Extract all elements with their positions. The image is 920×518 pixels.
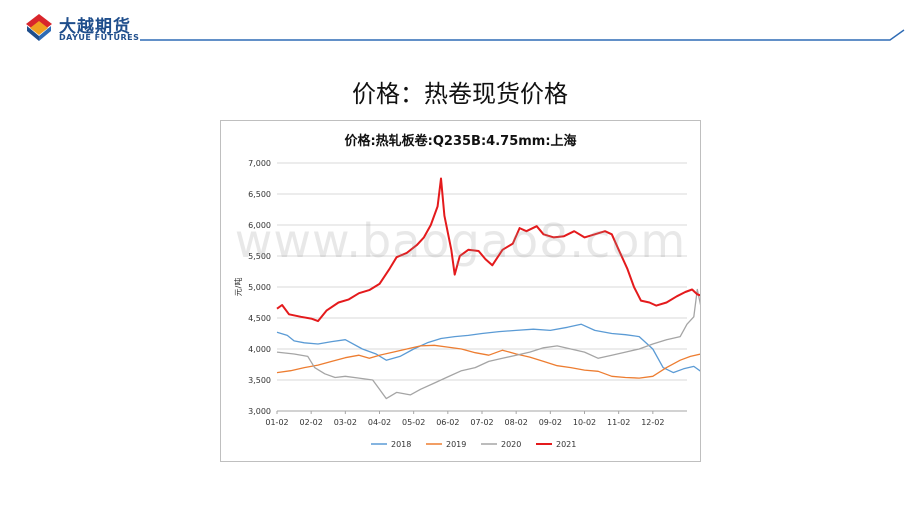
y-tick-label: 6,500 xyxy=(248,190,271,199)
x-tick-label: 08-02 xyxy=(505,418,528,427)
y-tick-label: 7,000 xyxy=(248,159,271,168)
legend-label-2020: 2020 xyxy=(501,440,521,449)
series-line-2021 xyxy=(276,177,705,323)
x-tick-label: 12-02 xyxy=(641,418,664,427)
x-tick-label: 06-02 xyxy=(436,418,459,427)
dayue-logo-icon xyxy=(26,14,52,41)
brand-logo: 大越期货 DAYUE FUTURES xyxy=(24,12,144,46)
x-tick-label: 04-02 xyxy=(368,418,391,427)
y-axis-label: 元/吨 xyxy=(233,278,243,297)
x-tick-label: 01-02 xyxy=(265,418,288,427)
chart-frame: 价格:热轧板卷:Q235B:4.75mm:上海 3,000 3,500 4,000 4,… xyxy=(220,120,705,462)
header-rule xyxy=(140,29,905,41)
brand-name-en: DAYUE FUTURES xyxy=(59,33,140,42)
x-tick-label: 05-02 xyxy=(402,418,425,427)
y-tick-label: 3,000 xyxy=(248,407,271,416)
slide-title: 价格：热卷现货价格 xyxy=(352,80,568,108)
y-tick-label: 5,500 xyxy=(248,252,271,261)
legend-label-2018: 2018 xyxy=(391,440,411,449)
x-tick-label: 07-02 xyxy=(470,418,493,427)
price-line-chart: 价格:热轧板卷:Q235B:4.75mm:上海 3,000 3,500 4,000 4,… xyxy=(233,133,705,449)
y-tick-label: 4,500 xyxy=(248,314,271,323)
legend-label-2019: 2019 xyxy=(446,440,466,449)
y-tick-label: 5,000 xyxy=(248,283,271,292)
x-tick-label: 09-02 xyxy=(539,418,562,427)
x-tick-label: 03-02 xyxy=(334,418,357,427)
series-line-2019 xyxy=(276,344,701,379)
legend-label-2021: 2021 xyxy=(556,440,576,449)
series-line-2020 xyxy=(276,288,705,400)
brand-name-cn: 大越期货 xyxy=(59,17,131,37)
chart-title: 价格:热轧板卷:Q235B:4.75mm:上海 xyxy=(344,133,576,149)
series-line-2018 xyxy=(276,323,702,374)
y-tick-label: 6,000 xyxy=(248,221,271,230)
x-tick-label: 02-02 xyxy=(300,418,323,427)
x-tick-label: 11-02 xyxy=(607,418,630,427)
y-tick-label: 4,000 xyxy=(248,345,271,354)
y-tick-label: 3,500 xyxy=(248,376,271,385)
header-accent-line xyxy=(140,29,905,41)
x-tick-label: 10-02 xyxy=(573,418,596,427)
